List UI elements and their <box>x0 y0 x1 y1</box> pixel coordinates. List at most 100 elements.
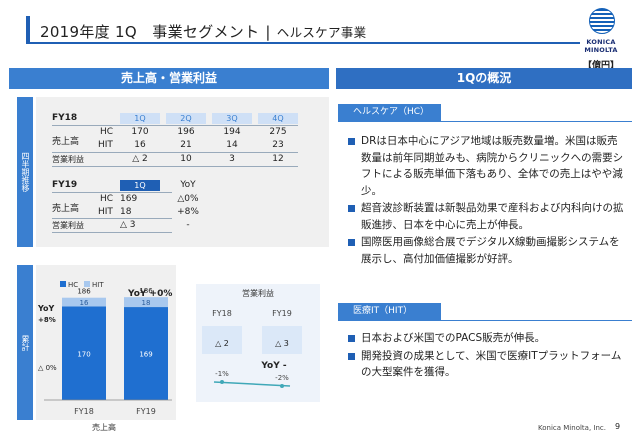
fy18-op-label: 営業利益 <box>52 155 84 164</box>
divider <box>52 125 298 126</box>
fy18-op-q2: 10 <box>180 154 192 164</box>
bar-total-FY18: 186 <box>77 288 91 296</box>
bar-hc-FY19 <box>124 307 168 400</box>
legend-hc-swatch <box>60 281 66 287</box>
logo-text: KONICA MINOLTA <box>584 38 618 54</box>
hc-bullet-3: 国際医用画像総合展でデジタルX線動画撮影システムを展示し、高付加価値撮影が好評。 <box>348 234 626 267</box>
hit-bullet-2: 開発投資の成果として、米国で医療ITプラットフォームの大型案件を獲得。 <box>348 348 626 381</box>
hit-tag-line <box>338 320 632 321</box>
fy19-hc-yoy: △0% <box>177 194 199 204</box>
fy19-hc-label: HC <box>100 194 114 204</box>
globe-icon <box>589 8 615 34</box>
op-point-FY18 <box>220 380 224 384</box>
footer-company: Konica Minolta, Inc. <box>538 424 606 432</box>
title-sub: ヘルスケア事業 <box>276 25 367 40</box>
fy18-hc-q4: 275 <box>269 127 287 137</box>
fy18-op-q4: 12 <box>272 154 284 164</box>
fy19-hc-value: 169 <box>120 194 138 204</box>
divider <box>52 232 172 233</box>
unit-label: 【億円】 <box>583 61 620 71</box>
fy18-q3-header: 3Q <box>212 113 252 124</box>
op-bar-FY19 <box>262 326 302 354</box>
page-number: 9 <box>615 422 621 431</box>
fy18-hc-q3: 194 <box>223 127 241 137</box>
bar-hit-label-FY19: 18 <box>142 299 151 307</box>
bar-total-FY19: 186 <box>139 287 153 295</box>
op-pct-fy18: -1% <box>215 370 229 378</box>
op-value-FY19: △ 3 <box>275 339 289 348</box>
fy18-hc-q1: 170 <box>131 127 149 137</box>
fy18-hit-q4: 23 <box>272 140 284 150</box>
fy18-hc-q2: 196 <box>177 127 195 137</box>
fy19-sales-label: 売上高 <box>52 204 80 214</box>
hit-bullet-1: 日本および米国でのPACS販売が伸長。 <box>348 330 626 347</box>
title-separator: | <box>265 23 271 41</box>
fy19-hit-value: 18 <box>120 207 132 217</box>
op-bar-FY18 <box>202 326 242 354</box>
hc-tag-line <box>338 121 632 122</box>
bar-hit-FY19 <box>124 297 168 308</box>
sales-yoy-label: YoY <box>37 304 55 313</box>
fy19-op-yoy: - <box>186 220 190 230</box>
fy18-label: FY18 <box>52 113 78 123</box>
fy18-sales-label: 売上高 <box>52 137 80 147</box>
fy18-hit-q2: 21 <box>180 140 192 150</box>
fy18-hit-q3: 14 <box>226 140 238 150</box>
fy19-op-value: △ 3 <box>120 220 136 230</box>
fy18-hc-label: HC <box>100 127 114 137</box>
hc-bullet-1: DRは日本中心にアジア地域は販売数量増。米国は販売数量は前年同期並みも、病院から… <box>348 133 626 199</box>
op-yoy: YoY - <box>260 361 287 371</box>
hc-bullet-list: DRは日本中心にアジア地域は販売数量増。米国は販売数量は前年同期並みも、病院から… <box>348 133 626 268</box>
fy18-op-q1: △ 2 <box>132 154 148 164</box>
fy18-hit-label: HIT <box>98 140 113 150</box>
title-underline <box>26 42 580 44</box>
legend-hit-label: HIT <box>92 281 104 289</box>
op-chart-title: 営業利益 <box>242 288 274 298</box>
op-x-tick-FY19: FY19 <box>272 309 292 318</box>
op-trend-line <box>213 381 291 387</box>
fy18-op-q3: 3 <box>229 154 235 164</box>
bar-hc-label-FY18: 170 <box>77 350 90 358</box>
fy18-q4-header: 4Q <box>258 113 298 124</box>
page-title: 2019年度 1Q 事業セグメント | ヘルスケア事業 <box>40 21 366 42</box>
sales-x-tick-FY19: FY19 <box>136 407 156 416</box>
legend-hc-label: HC <box>68 281 78 289</box>
divider <box>52 192 172 193</box>
fy19-op-label: 営業利益 <box>52 221 84 230</box>
right-section-header: 1Qの概況 <box>336 68 632 89</box>
fy19-label: FY19 <box>52 180 78 190</box>
sales-x-tick-FY18: FY18 <box>74 407 94 416</box>
title-main: 2019年度 1Q 事業セグメント <box>40 23 260 41</box>
divider <box>52 218 172 219</box>
op-value-FY18: △ 2 <box>215 339 229 348</box>
divider <box>52 166 298 167</box>
fy18-q1-header: 1Q <box>120 113 160 124</box>
fy19-hit-yoy: +8% <box>177 207 199 217</box>
fy19-hit-label: HIT <box>98 207 113 217</box>
hc-yoy-value: △ 0% <box>38 364 57 372</box>
bar-hit-FY18 <box>62 297 106 307</box>
bar-hit-label-FY18: 16 <box>80 299 89 307</box>
fy19-yoy-header: YoY <box>180 180 196 190</box>
bar-hc-label-FY19: 169 <box>139 351 152 359</box>
fy18-hit-q1: 16 <box>134 140 146 150</box>
fy18-q2-header: 2Q <box>166 113 206 124</box>
title-accent <box>26 16 30 42</box>
op-point-FY19 <box>280 384 284 388</box>
divider <box>52 152 298 153</box>
op-pct-fy19: -2% <box>275 374 289 382</box>
bar-hc-FY18 <box>62 306 106 400</box>
sales-x-label: 売上高 <box>92 422 116 432</box>
hit-tag: 医療IT（HIT） <box>338 303 441 320</box>
sales-yoy-title: YoY +0% <box>127 289 172 299</box>
left-section-header: 売上高・営業利益 <box>9 68 329 89</box>
cumulative-side-label: 累計 <box>17 265 33 420</box>
konica-minolta-logo: KONICA MINOLTA <box>574 8 628 56</box>
hc-bullet-2: 超音波診断装置は新製品効果で産科および内科向けの拡販進捗、日本を中心に売上が伸長… <box>348 200 626 233</box>
op-x-tick-FY18: FY18 <box>212 309 232 318</box>
fy19-q1-header: 1Q <box>120 180 160 191</box>
hit-yoy-value: +8% <box>38 316 56 324</box>
hit-bullet-list: 日本および米国でのPACS販売が伸長。 開発投資の成果として、米国で医療ITプラ… <box>348 330 626 382</box>
quarterly-side-label: 四半期推移 <box>17 97 33 247</box>
